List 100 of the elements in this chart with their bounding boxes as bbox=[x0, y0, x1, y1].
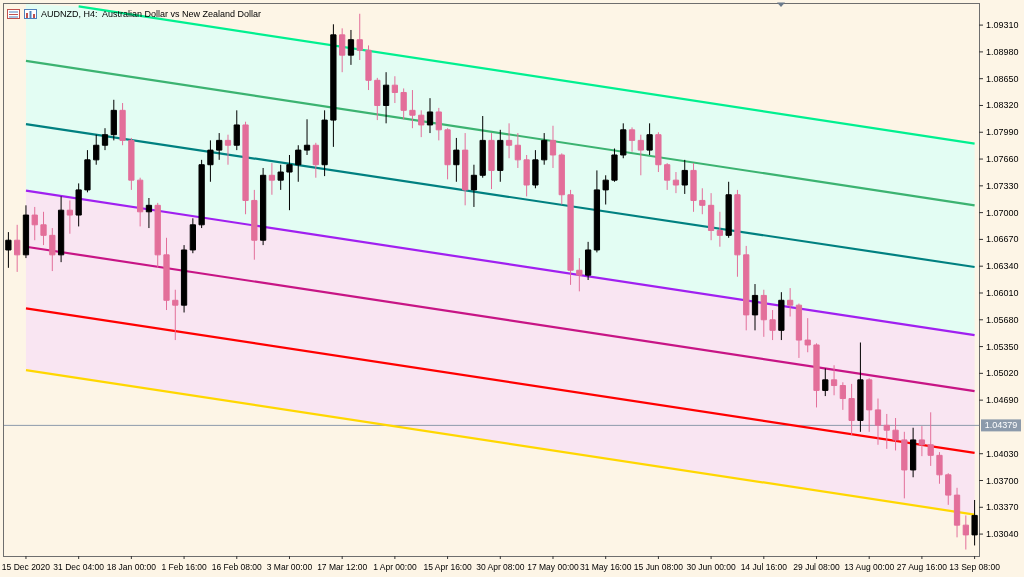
candlestick bbox=[128, 137, 135, 191]
x-tick-label: 15 Jun 08:00 bbox=[633, 562, 684, 572]
candlestick bbox=[620, 122, 627, 159]
candlestick bbox=[233, 109, 240, 151]
candlestick bbox=[145, 197, 153, 229]
y-tick-label: 1.05680 bbox=[986, 314, 1019, 325]
candlestick bbox=[224, 134, 232, 166]
candlestick bbox=[593, 169, 601, 253]
candlestick bbox=[426, 97, 434, 134]
y-tick-label: 1.04030 bbox=[986, 448, 1019, 459]
candlestick bbox=[787, 287, 794, 318]
candlestick bbox=[567, 189, 574, 286]
candlestick bbox=[418, 109, 425, 138]
candlestick bbox=[295, 144, 302, 183]
candlestick bbox=[330, 23, 337, 148]
candlestick bbox=[804, 317, 811, 353]
y-tick-label: 1.06010 bbox=[986, 287, 1019, 298]
y-tick-label: 1.08320 bbox=[986, 100, 1019, 111]
candlestick bbox=[584, 241, 592, 281]
x-tick-label: 13 Sep 08:00 bbox=[949, 562, 1001, 572]
candlestick bbox=[611, 147, 618, 183]
candlestick bbox=[22, 204, 30, 259]
candlestick bbox=[505, 122, 513, 159]
candlestick bbox=[541, 132, 548, 166]
candlestick bbox=[962, 514, 969, 551]
candlestick bbox=[743, 245, 750, 331]
candlestick bbox=[945, 472, 952, 506]
candlestick bbox=[646, 122, 653, 156]
y-tick-label: 1.07000 bbox=[986, 207, 1019, 218]
candlestick bbox=[523, 154, 530, 197]
candlestick bbox=[339, 27, 346, 73]
candlestick bbox=[286, 154, 293, 211]
candlestick bbox=[268, 162, 276, 196]
y-tick-label: 1.05020 bbox=[986, 368, 1019, 379]
candlestick bbox=[549, 125, 557, 169]
x-tick-label: 1 Apr 00:00 bbox=[373, 562, 417, 572]
candlestick bbox=[927, 411, 934, 467]
x-tick-label: 30 Apr 08:00 bbox=[476, 562, 525, 572]
x-tick-label: 30 Jun 00:00 bbox=[686, 562, 736, 572]
candlestick bbox=[760, 289, 767, 338]
candlestick bbox=[734, 189, 741, 278]
candlestick bbox=[576, 257, 583, 292]
candlestick bbox=[514, 132, 521, 169]
candlestick bbox=[857, 342, 864, 433]
candlestick bbox=[101, 127, 109, 151]
candlestick bbox=[558, 152, 565, 206]
candlestick bbox=[725, 181, 732, 239]
candlestick bbox=[699, 187, 706, 215]
candlestick bbox=[453, 137, 460, 183]
x-tick-label: 27 Aug 16:00 bbox=[896, 562, 948, 572]
ref-line-label: 1.04379 bbox=[984, 420, 1018, 431]
y-tick-label: 1.03040 bbox=[986, 529, 1019, 540]
x-tick-label: 13 Aug 00:00 bbox=[844, 562, 895, 572]
candlestick bbox=[470, 164, 478, 208]
candlestick bbox=[391, 75, 399, 104]
x-tick-label: 31 May 16:00 bbox=[579, 562, 632, 572]
candlestick bbox=[690, 162, 697, 213]
candlestick bbox=[707, 192, 715, 241]
candlestick bbox=[75, 182, 82, 227]
y-tick-label: 1.07330 bbox=[986, 180, 1019, 191]
candlestick bbox=[93, 134, 100, 166]
candlestick bbox=[277, 164, 284, 191]
candlestick bbox=[31, 206, 38, 241]
candlestick bbox=[189, 217, 196, 254]
candlestick bbox=[374, 77, 381, 121]
candlestick bbox=[866, 377, 873, 433]
candlestick bbox=[953, 487, 961, 538]
candlestick bbox=[822, 367, 829, 397]
candlestick bbox=[180, 244, 188, 313]
candlestick bbox=[303, 118, 311, 156]
candlestick bbox=[655, 131, 662, 173]
x-tick-label: 18 Jan 00:00 bbox=[106, 562, 157, 572]
candlestick bbox=[259, 167, 267, 246]
candlestick bbox=[444, 127, 451, 180]
candlestick bbox=[716, 211, 724, 248]
candlestick bbox=[672, 171, 680, 194]
x-tick-label: 1 Feb 16:00 bbox=[161, 562, 208, 572]
candlestick bbox=[435, 107, 442, 141]
y-tick-label: 1.06670 bbox=[986, 234, 1019, 245]
y-tick-label: 1.03700 bbox=[986, 475, 1019, 486]
y-tick-label: 1.07660 bbox=[986, 154, 1019, 165]
candlestick bbox=[216, 132, 223, 161]
candlestick bbox=[628, 126, 636, 153]
x-tick-label: 15 Dec 2020 bbox=[1, 562, 51, 572]
candlestick bbox=[874, 398, 882, 446]
x-tick-label: 29 Jul 08:00 bbox=[793, 562, 840, 572]
candlestick bbox=[84, 149, 91, 193]
x-tick-label: 14 Jul 16:00 bbox=[740, 562, 788, 572]
candlestick bbox=[365, 44, 372, 91]
y-tick-label: 1.08980 bbox=[986, 46, 1019, 57]
candlestick bbox=[839, 381, 846, 411]
candlestick bbox=[110, 99, 117, 141]
candlestick bbox=[769, 309, 776, 341]
candlestick bbox=[936, 451, 943, 485]
candlestick bbox=[830, 364, 838, 396]
candlestick bbox=[664, 162, 671, 191]
candlestick bbox=[918, 425, 926, 457]
candlestick bbox=[751, 283, 759, 331]
candlestick bbox=[163, 237, 170, 311]
candlestick bbox=[479, 115, 486, 179]
